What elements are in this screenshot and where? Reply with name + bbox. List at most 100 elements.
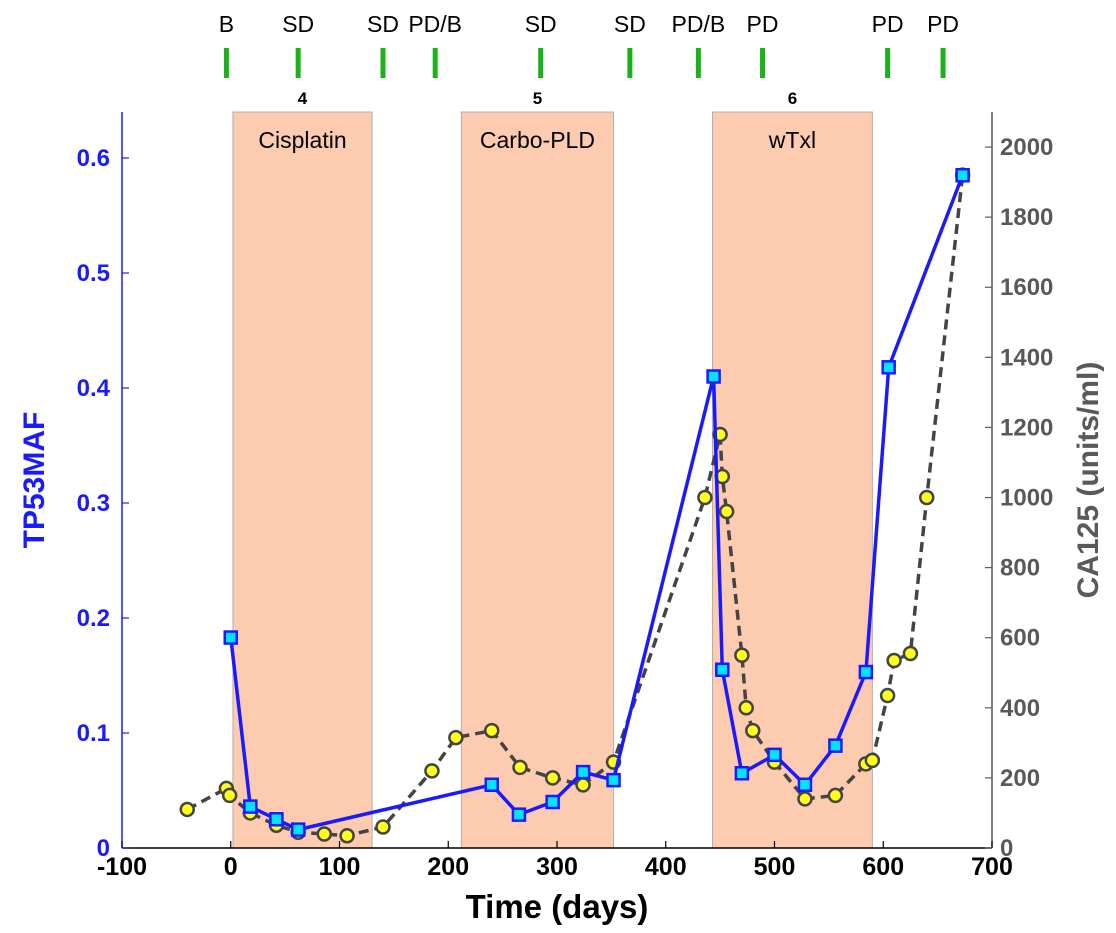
ca125-point	[738, 700, 754, 716]
evaluation-label: SD	[282, 11, 314, 37]
treatment-line-number: 5	[533, 89, 542, 108]
y-tick-label-right: 1800	[1000, 204, 1053, 231]
treatment-regions: Cisplatin 4 Carbo-PLD 5 wTxl 6	[232, 89, 873, 849]
evaluation-tick	[760, 48, 766, 78]
evaluation-label: PD/B	[408, 11, 462, 37]
tp53maf-point	[290, 822, 306, 837]
evaluation-tick	[295, 48, 301, 78]
evaluation-label: SD	[367, 11, 399, 37]
y-axis-label-right: CA125 (units/ml)	[1072, 362, 1105, 599]
treatment-region	[232, 111, 373, 849]
evaluation-label: SD	[614, 11, 646, 37]
ca125-point	[316, 826, 333, 842]
treatment-region	[712, 111, 873, 849]
tp53maf-point	[575, 764, 591, 780]
x-axis-label: Time (days)	[466, 888, 649, 925]
evaluation-label: B	[219, 11, 234, 37]
ca125-point	[919, 489, 935, 506]
y-tick-label-right: 2000	[1000, 134, 1053, 161]
ca125-point	[718, 503, 735, 520]
y-tick-label-left: 0	[97, 835, 110, 862]
evaluation-tick	[695, 48, 701, 78]
ca125-point	[797, 791, 813, 807]
tp53maf-point	[243, 799, 258, 814]
ca125-point	[544, 770, 561, 786]
treatment-line-number: 6	[788, 89, 797, 108]
treatment-label: wTxl	[768, 127, 816, 153]
ca125-point	[879, 687, 896, 704]
treatment-region	[460, 111, 615, 849]
tp53maf-point	[828, 738, 843, 753]
y-tick-label-left: 0.4	[77, 375, 111, 402]
y-tick-label-right: 600	[1000, 625, 1040, 652]
tp53maf-point	[706, 369, 721, 384]
evaluation-markers: B SD SD PD/B SD SD PD/B PD PD PD	[219, 11, 959, 78]
y-tick-label-right: 1200	[1000, 414, 1053, 441]
evaluation-tick	[223, 48, 229, 78]
ca125-point	[484, 722, 500, 739]
tp53maf-point	[734, 766, 750, 781]
tp53maf-point	[881, 360, 896, 375]
ca125-point	[886, 652, 902, 669]
ca125-point	[864, 752, 881, 769]
evaluation-tick	[432, 48, 438, 78]
y-tick-label-right: 1400	[1000, 344, 1053, 371]
y-tick-label-right: 1000	[1000, 485, 1053, 512]
ca125-point	[424, 763, 440, 779]
ca125-point	[745, 722, 761, 739]
series-layer	[179, 167, 971, 844]
x-tick-label: 300	[536, 853, 578, 881]
tp53maf-point	[511, 807, 527, 822]
treatment-label: Carbo-PLD	[480, 127, 595, 153]
x-tick-label: 600	[862, 853, 904, 881]
tp53maf-point	[484, 777, 499, 792]
y-tick-label-right: 800	[1000, 555, 1040, 582]
y-tick-label-left: 0.5	[77, 260, 110, 287]
y-tick-label-right: 1600	[1000, 274, 1053, 301]
axes: -100 0 100 200 300 400 500 600 70000.10.20.30.40…	[77, 112, 1053, 881]
evaluation-tick	[885, 48, 891, 78]
ca125-point	[697, 489, 713, 506]
y-tick-label-left: 0.1	[77, 720, 110, 747]
tp53maf-point	[715, 662, 730, 677]
ca125-point	[827, 787, 844, 804]
x-tick-label: -100	[97, 853, 147, 881]
tp53maf-point	[223, 630, 238, 645]
ca125-point	[448, 729, 464, 746]
ca125-point	[339, 827, 355, 844]
ca125-point	[575, 777, 591, 793]
tp53maf-point	[858, 664, 874, 680]
evaluation-label: PD/B	[672, 11, 726, 37]
x-tick-label: 700	[971, 853, 1013, 881]
tp53maf-point	[955, 168, 970, 183]
x-tick-label: 0	[224, 853, 238, 881]
y-tick-label-left: 0.6	[77, 145, 110, 172]
treatment-line-number: 4	[298, 89, 308, 108]
evaluation-label: PD	[747, 11, 779, 37]
tp53maf-point	[797, 777, 813, 792]
y-tick-label-left: 0.2	[77, 605, 110, 632]
tp53maf-point	[269, 812, 284, 827]
y-tick-label-left: 0.3	[77, 490, 110, 517]
y-tick-label-right: 200	[1000, 765, 1040, 792]
evaluation-label: SD	[525, 11, 557, 37]
tp53maf-point	[545, 794, 560, 810]
x-tick-label: 500	[754, 853, 796, 881]
ca125-point	[902, 645, 919, 662]
evaluation-tick	[538, 48, 544, 78]
evaluation-label: PD	[872, 11, 904, 37]
tp53maf-point	[606, 772, 621, 788]
x-tick-label: 200	[427, 853, 469, 881]
evaluation-label: PD	[927, 11, 959, 37]
y-axis-label-left: TP53MAF	[18, 412, 51, 549]
ca125-point	[179, 801, 195, 818]
treatment-label: Cisplatin	[258, 127, 346, 153]
ca125-point	[734, 647, 750, 663]
tp53maf-point	[767, 747, 782, 763]
evaluation-tick	[627, 48, 633, 78]
x-tick-label: 400	[645, 853, 687, 881]
ca125-point	[375, 819, 391, 835]
evaluation-tick	[940, 48, 946, 78]
y-tick-label-right: 400	[1000, 695, 1040, 722]
